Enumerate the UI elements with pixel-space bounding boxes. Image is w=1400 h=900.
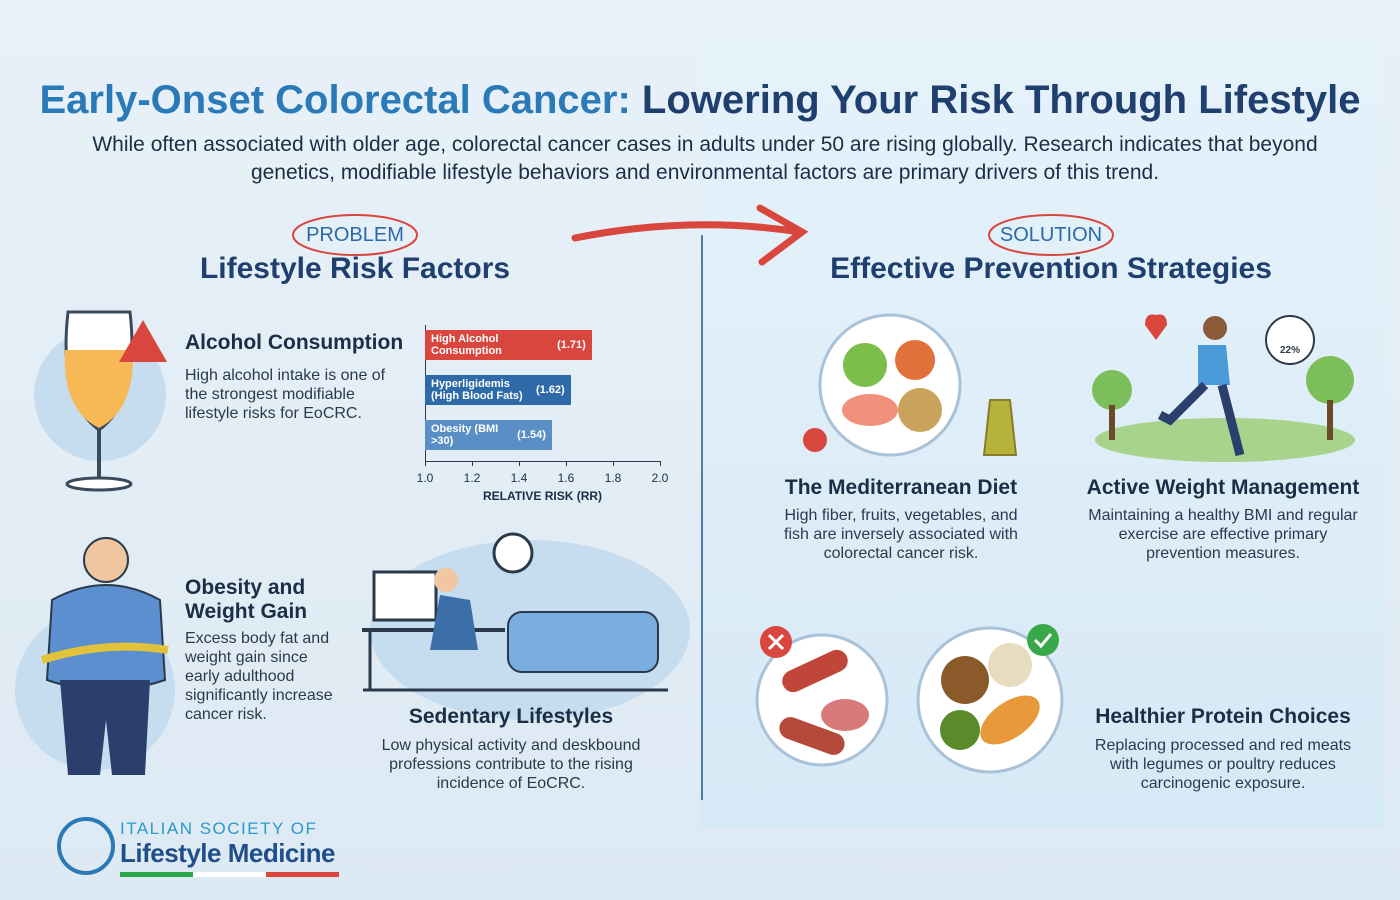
circle-mark xyxy=(292,214,418,256)
arrow xyxy=(571,204,809,266)
x-axis-title: RELATIVE RISK (RR) xyxy=(482,489,603,503)
item-text: High fiber, fruits, vegetables, and fish… xyxy=(784,507,1018,562)
sedentary-icon xyxy=(362,532,690,720)
item-text: Replacing processed and red meats with l… xyxy=(1094,737,1352,792)
item-title: The Mediterranean Diet xyxy=(784,476,1018,499)
axis-line xyxy=(425,461,660,462)
circle-mark xyxy=(988,214,1114,256)
bar-label: High Alcohol Consumption xyxy=(431,333,502,357)
tick-mark xyxy=(519,461,520,466)
wine-icon xyxy=(34,310,167,492)
title-part: Lowering Your Risk Through Lifestyle xyxy=(641,78,1361,122)
item-text: Low physical activity and deskbound prof… xyxy=(381,737,641,792)
tag: PROBLEM xyxy=(306,224,404,246)
item-text: High alcohol intake is one of the strong… xyxy=(185,367,386,422)
item-title: Active Weight Management xyxy=(1086,476,1360,499)
x-tick-label: 1.4 xyxy=(510,471,528,485)
tick-mark xyxy=(660,461,661,466)
value-label: (1.54) xyxy=(517,429,546,441)
item-title: Sedentary Lifestyles xyxy=(408,705,614,728)
risk-chart: 1.0 1.2 1.4 1.6 1.8 2.0 RELATIVE RISK (RR) High… xyxy=(417,325,668,505)
x-tick-label: 1.6 xyxy=(557,471,575,485)
exercise-icon xyxy=(1092,314,1355,462)
bar-label: Obesity (BMI >30) xyxy=(431,423,499,447)
item-title: Alcohol Consumption xyxy=(185,331,404,354)
logo-line: Lifestyle Medicine xyxy=(120,838,335,868)
x-tick-label: 1.8 xyxy=(604,471,622,485)
value-label: (1.71) xyxy=(557,339,586,351)
diet-icon xyxy=(803,313,1018,457)
bar: Obesity (BMI >30) (1.54) xyxy=(425,420,552,450)
x-tick-label: 2.0 xyxy=(651,471,669,485)
logo-mark xyxy=(57,817,339,877)
item-title: Obesity and Weight Gain xyxy=(185,576,308,623)
bar: Hyperligidemis (High Blood Fats) (1.62) xyxy=(425,375,571,405)
logo-line: ITALIAN SOCIETY OF xyxy=(120,819,318,838)
obesity-icon xyxy=(15,537,175,775)
gauge-label: 22% xyxy=(1279,345,1301,356)
item-text: Maintaining a healthy BMI and regular ex… xyxy=(1088,507,1358,562)
tick-mark xyxy=(613,461,614,466)
protein-icon xyxy=(755,624,1064,774)
heading: Lifestyle Risk Factors xyxy=(199,252,511,285)
tick-mark xyxy=(472,461,473,466)
bar: High Alcohol Consumption (1.71) xyxy=(425,330,592,360)
tick-mark xyxy=(566,461,567,466)
title-part: Early-Onset Colorectal Cancer: xyxy=(39,78,631,122)
heading: Effective Prevention Strategies xyxy=(830,252,1272,285)
tag: SOLUTION xyxy=(999,224,1103,246)
x-tick-label: 1.0 xyxy=(416,471,434,485)
tick-mark xyxy=(425,461,426,466)
item-text: Excess body fat and weight gain since ea… xyxy=(185,630,333,723)
item-title: Healthier Protein Choices xyxy=(1095,705,1351,728)
value-label: (1.62) xyxy=(535,384,565,396)
bar-label: Hyperligidemis (High Blood Fats) xyxy=(431,378,523,402)
x-tick-label: 1.2 xyxy=(463,471,481,485)
title: Early-Onset Colorectal Cancer: Lowering … xyxy=(39,78,1360,123)
intro: While often associated with older age, c… xyxy=(92,133,1318,184)
